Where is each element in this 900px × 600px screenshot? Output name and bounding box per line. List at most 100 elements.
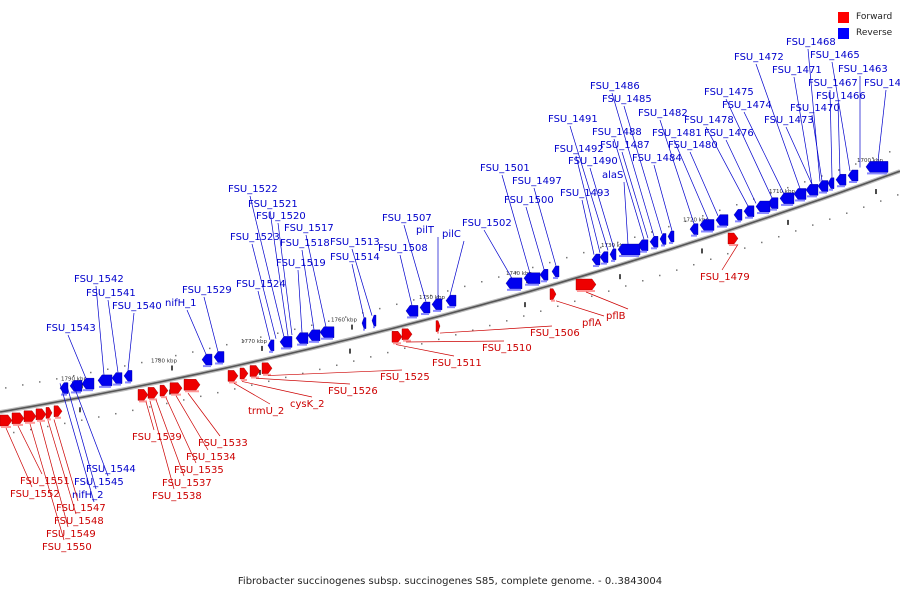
minor-dot (532, 266, 534, 269)
minor-dot (889, 151, 891, 153)
legend-forward: Forward (838, 9, 892, 25)
forward-gene-arrow (0, 414, 13, 427)
map-caption: Fibrobacter succinogenes subsp. succinog… (237, 576, 663, 587)
minor-dot (625, 285, 627, 287)
minor-dot (642, 280, 644, 282)
legend-reverse: Reverse (838, 25, 892, 41)
forward-label-connector (405, 340, 505, 343)
reverse-label-connector (251, 243, 277, 339)
minor-dot (328, 320, 330, 322)
forward-gene-arrow-shade (263, 373, 271, 376)
forward-gene-label: FSU_1506 (530, 328, 580, 339)
reverse-gene-arrow-shade (611, 259, 615, 262)
forward-label-connector (53, 419, 79, 502)
reverse-label-connector (67, 334, 87, 379)
reverse-swatch (838, 27, 849, 39)
forward-gene-arrow-shade (1, 425, 11, 428)
reverse-label-connector (269, 210, 289, 336)
forward-gene-arrow-shade (25, 421, 35, 424)
minor-dot (141, 361, 143, 364)
minor-dot (396, 303, 398, 306)
reverse-label-connector (483, 229, 513, 279)
reverse-gene-arrow (865, 161, 889, 173)
forward-label-connector (233, 382, 271, 405)
minor-dot (90, 371, 92, 374)
reverse-gene-arrow-shade (837, 185, 845, 188)
reverse-gene-label: FSU_1481 (652, 128, 702, 139)
reverse-label-connector (673, 139, 709, 220)
reverse-gene-arrow (267, 339, 275, 352)
reverse-label-connector (613, 138, 645, 240)
forward-gene-arrow (249, 365, 261, 377)
minor-dot (13, 431, 15, 434)
reverse-gene-label: FSU_1475 (704, 87, 754, 98)
reverse-gene-arrow-shade (433, 309, 441, 312)
forward-gene-label: FSU_1479 (700, 272, 750, 283)
forward-label-connector (155, 399, 185, 477)
forward-gene-label: FSU_1549 (46, 529, 96, 540)
forward-gene-arrow-shade (149, 398, 157, 401)
forward-label-connector (39, 421, 69, 528)
reverse-gene-arrow-shade (321, 337, 333, 340)
reverse-label-connector (807, 48, 821, 182)
reverse-label-connector (621, 151, 649, 239)
reverse-gene-label: FSU_1490 (568, 156, 618, 167)
minor-dot (600, 246, 602, 249)
reverse-gene-arrow (551, 265, 560, 278)
forward-gene-arrow (549, 288, 557, 300)
reverse-gene-arrow-shade (525, 283, 539, 286)
reverse-gene-arrow-shade (541, 280, 547, 283)
reverse-gene-label: FSU_1529 (182, 285, 232, 296)
reverse-gene-arrow (213, 351, 225, 363)
reverse-label-connector (65, 382, 97, 490)
reverse-label-connector (811, 114, 823, 181)
minor-dot (175, 354, 177, 357)
reverse-gene-arrow (319, 326, 335, 338)
reverse-gene-arrow-shade (61, 393, 67, 396)
reverse-gene-arrow-shade (619, 255, 639, 258)
minor-dot (5, 387, 7, 389)
reverse-gene-arrow (659, 233, 667, 245)
minor-dot (481, 281, 483, 283)
forward-gene-arrow-shade (251, 376, 259, 379)
reverse-label-connector (533, 187, 557, 266)
minor-dot (795, 230, 797, 232)
forward-gene-arrow (159, 384, 169, 397)
minor-dot (719, 209, 721, 212)
reverse-gene-label: FSU_1493 (560, 188, 610, 199)
minor-dot (353, 360, 355, 362)
reverse-gene-arrow (805, 184, 819, 196)
reverse-gene-label: FSU_1480 (668, 140, 718, 151)
reverse-label-connector (611, 92, 655, 237)
minor-dot (56, 378, 58, 380)
forward-gene-label: pflA (582, 318, 602, 329)
forward-label-connector (241, 381, 313, 398)
forward-gene-arrow-shade (37, 419, 45, 422)
reverse-label-connector (623, 181, 629, 245)
reverse-gene-label: FSU_1487 (600, 140, 650, 151)
forward-gene-arrow-shade (161, 396, 167, 399)
minor-dot (676, 269, 678, 271)
reverse-label-connector (837, 102, 841, 175)
forward-label-connector (165, 397, 197, 464)
forward-gene-arrow-shade (185, 390, 199, 393)
forward-gene-arrow-shade (729, 243, 737, 246)
reverse-gene-arrow (539, 269, 549, 281)
minor-dot (387, 351, 389, 354)
reverse-gene-arrow-shade (269, 350, 273, 353)
minor-dot (566, 256, 568, 259)
reverse-gene-arrow-shade (717, 225, 727, 228)
reverse-label-connector (297, 269, 303, 333)
reverse-label-connector (351, 263, 365, 318)
reverse-gene-arrow (699, 219, 715, 231)
forward-gene-arrow (239, 367, 249, 380)
reverse-gene-arrow-shade (447, 306, 455, 309)
reverse-gene-arrow-shade (781, 203, 793, 206)
reverse-label-connector (71, 381, 109, 477)
forward-gene-arrow-shade (437, 331, 439, 334)
minor-dot (447, 290, 449, 292)
minor-dot (217, 391, 219, 394)
reverse-gene-label: pilT (416, 225, 435, 236)
reverse-label-connector (107, 299, 119, 373)
